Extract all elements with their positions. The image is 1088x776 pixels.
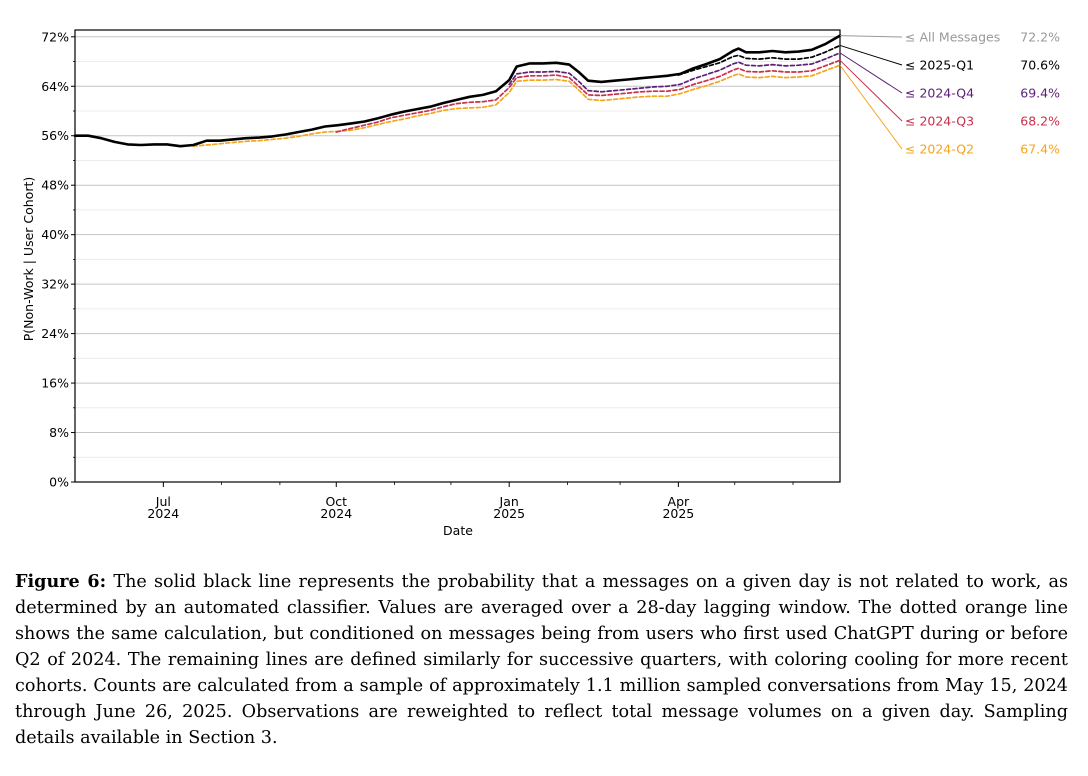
end-labels: ≤ All Messages 72.2% ≤ 2025-Q1 70.6% ≤ 2024-… [839, 30, 1060, 157]
series-line-2025-q1 [677, 44, 841, 76]
y-tick-label: 48% [41, 178, 69, 193]
y-tick-label: 0% [49, 475, 69, 490]
leader-line-2024-q3 [839, 59, 903, 122]
x-tick-label-month: Jul [155, 494, 171, 509]
y-tick-label: 64% [41, 79, 69, 94]
legend-label-2024-q3: ≤ 2024-Q3 [905, 114, 974, 129]
x-tick-label-month: Jan [499, 494, 519, 509]
grid-lines [75, 36, 840, 483]
legend-label-2024-q4: ≤ 2024-Q4 [905, 86, 974, 101]
x-tick-label-year: 2025 [662, 506, 694, 521]
y-axis-title: P(Non-Work | User Cohort) [21, 177, 36, 341]
line-chart: 0%8%16%24%32%40%48%56%64%72%Jul2024Oct20… [21, 29, 1060, 538]
y-tick-label: 8% [49, 425, 69, 440]
x-tick-label-year: 2024 [320, 506, 352, 521]
leader-line-all-messages [839, 35, 903, 38]
y-tick-label: 16% [41, 376, 69, 391]
x-tick-label-month: Oct [325, 494, 347, 509]
series-line-all-messages [73, 34, 842, 148]
leader-line-2025-q1 [839, 44, 903, 66]
x-tick-label-year: 2025 [493, 506, 525, 521]
y-tick-label: 40% [41, 227, 69, 242]
caption-label: Figure 6: [15, 571, 107, 592]
legend-value-2025-q1: 70.6% [1020, 58, 1060, 73]
plot-frame [74, 29, 841, 483]
series-lines [73, 34, 842, 148]
series-line-2024-q4 [508, 52, 841, 93]
caption-text: The solid black line represents the prob… [15, 572, 1069, 748]
series-line-2024-q2 [192, 64, 841, 148]
leader-line-2024-q2 [839, 64, 903, 150]
axes: 0%8%16%24%32%40%48%56%64%72%Jul2024Oct20… [41, 29, 841, 521]
y-tick-label: 24% [41, 326, 69, 341]
x-tick-label-year: 2024 [147, 506, 179, 521]
legend-value-2024-q4: 69.4% [1020, 86, 1060, 101]
y-tick-label: 56% [41, 128, 69, 143]
legend-value-2024-q2: 67.4% [1020, 142, 1060, 157]
legend-value-all-messages: 72.2% [1020, 30, 1060, 45]
series-line-2024-q3 [335, 59, 841, 133]
legend-value-2024-q3: 68.2% [1020, 114, 1060, 129]
x-tick-label-month: Apr [668, 494, 690, 509]
figure-caption: Figure 6: The solid black line represent… [15, 569, 1068, 751]
legend-label-2024-q2: ≤ 2024-Q2 [905, 142, 974, 157]
leader-line-2024-q4 [839, 52, 903, 94]
y-tick-label: 72% [41, 29, 69, 44]
legend-label-all-messages: ≤ All Messages [905, 30, 1000, 45]
x-axis-title: Date [443, 523, 473, 538]
y-tick-label: 32% [41, 277, 69, 292]
legend-label-2025-q1: ≤ 2025-Q1 [905, 58, 974, 73]
